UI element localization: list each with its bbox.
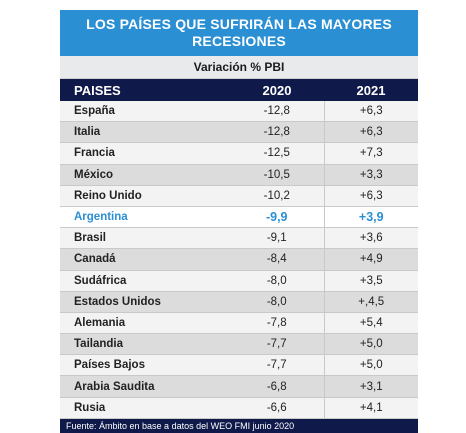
value-2021-cell: +3,9 (323, 206, 418, 229)
country-cell: Francia (60, 142, 230, 165)
value-2020-cell: -10,5 (230, 164, 324, 186)
country-cell: México (60, 164, 230, 186)
country-cell: Rusia (60, 397, 230, 419)
country-cell: Brasil (60, 227, 230, 250)
country-cell: Argentina (60, 206, 230, 229)
column-header-country: PAISES (60, 79, 230, 101)
table-row: México -10,5 +3,3 (60, 164, 418, 186)
table-row: Alemania -7,8 +5,4 (60, 312, 418, 335)
table-row: Italia -12,8 +6,3 (60, 121, 418, 144)
value-2020-cell: -6,6 (230, 397, 324, 419)
table-row: Brasil -9,1 +3,6 (60, 227, 418, 250)
table-row: Tailandia -7,7 +5,0 (60, 333, 418, 356)
value-2021-cell: +5,0 (323, 333, 418, 356)
column-header-2021: 2021 (324, 79, 418, 101)
table-card: LOS PAÍSES QUE SUFRIRÁN LAS MAYORES RECE… (60, 10, 418, 433)
table-row: Estados Unidos -8,0 +,4,5 (60, 291, 418, 313)
value-2020-cell: -8,4 (230, 248, 324, 271)
country-cell: Estados Unidos (60, 291, 230, 313)
table-row: Rusia -6,6 +4,1 (60, 397, 418, 419)
country-cell: Sudáfrica (60, 270, 230, 292)
column-header-2020: 2020 (230, 79, 324, 101)
value-2021-cell: +7,3 (323, 142, 418, 165)
value-2021-cell: +4,9 (323, 248, 418, 271)
country-cell: Tailandia (60, 333, 230, 356)
table-row: Sudáfrica -8,0 +3,5 (60, 270, 418, 292)
table-row: España -12,8 +6,3 (60, 101, 418, 123)
country-cell: Canadá (60, 248, 230, 271)
table-row: Francia -12,5 +7,3 (60, 142, 418, 165)
country-cell: Alemania (60, 312, 230, 335)
value-2021-cell: +3,5 (323, 270, 418, 292)
value-2020-cell: -7,7 (230, 354, 324, 377)
country-cell: Reino Unido (60, 185, 230, 207)
table-row-highlighted: Argentina -9,9 +3,9 (60, 206, 418, 229)
table-row: Canadá -8,4 +4,9 (60, 248, 418, 271)
value-2020-cell: -7,7 (230, 333, 324, 356)
data-table: PAISES 2020 2021 España -12,8 +6,3 Italia -1… (60, 79, 418, 419)
value-2021-cell: +3,6 (323, 227, 418, 250)
value-2020-cell: -9,1 (230, 227, 324, 250)
country-cell: Arabia Saudita (60, 375, 230, 398)
country-cell: Países Bajos (60, 354, 230, 377)
value-2020-cell: -7,8 (230, 312, 324, 335)
value-2021-cell: +6,3 (323, 185, 418, 207)
source-note: Fuente: Ámbito en base a datos del WEO F… (60, 418, 418, 433)
value-2021-cell: +,4,5 (323, 291, 418, 313)
table-row: Países Bajos -7,7 +5,0 (60, 354, 418, 377)
value-2021-cell: +5,0 (323, 354, 418, 377)
value-2021-cell: +3,3 (323, 164, 418, 186)
value-2020-cell: -12,8 (230, 101, 324, 123)
value-2020-cell: -12,8 (230, 121, 324, 144)
value-2021-cell: +6,3 (323, 101, 418, 123)
table-row: Reino Unido -10,2 +6,3 (60, 185, 418, 207)
value-2021-cell: +4,1 (323, 397, 418, 419)
table-title: LOS PAÍSES QUE SUFRIRÁN LAS MAYORES RECE… (60, 10, 418, 56)
value-2020-cell: -6,8 (230, 375, 324, 398)
value-2020-cell: -9,9 (230, 206, 324, 229)
value-2020-cell: -12,5 (230, 142, 324, 165)
table-body: España -12,8 +6,3 Italia -12,8 +6,3 Francia -12… (60, 101, 418, 419)
value-2020-cell: -10,2 (230, 185, 324, 207)
value-2021-cell: +5,4 (323, 312, 418, 335)
value-2020-cell: -8,0 (230, 291, 324, 313)
table-subtitle: Variación % PBI (60, 56, 418, 79)
value-2021-cell: +6,3 (323, 121, 418, 144)
table-row: Arabia Saudita -6,8 +3,1 (60, 375, 418, 398)
value-2021-cell: +3,1 (323, 375, 418, 398)
header-row: PAISES 2020 2021 (60, 79, 418, 101)
country-cell: España (60, 101, 230, 123)
value-2020-cell: -8,0 (230, 270, 324, 292)
country-cell: Italia (60, 121, 230, 144)
